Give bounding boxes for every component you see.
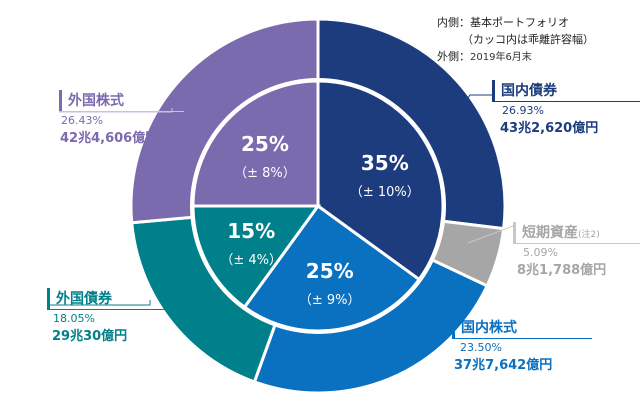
- inner-percent-label: 25%: [306, 259, 354, 283]
- leader-line-2: [399, 333, 452, 336]
- label-percent: 5.09%: [523, 246, 558, 259]
- label-amount: 43兆2,620億円: [500, 121, 599, 136]
- inner-percent-label: 15%: [227, 219, 275, 243]
- label-percent: 23.50%: [460, 341, 502, 354]
- inner-range-label: （± 4%）: [220, 253, 282, 268]
- label-domestic-bonds: 国内債券 26.93% 43兆2,620億円: [492, 80, 640, 136]
- label-domestic-stocks: 国内株式 23.50% 37兆7,642億円: [452, 317, 592, 373]
- note-range: （カッコ内は乖離許容幅）: [462, 33, 594, 46]
- inner-slice-0: [316, 79, 445, 282]
- label-note: (注2): [578, 230, 600, 240]
- inner-range-label: （± 8%）: [234, 166, 296, 181]
- leader-line-0: [457, 94, 492, 113]
- note-outer-prefix: 外側：: [437, 50, 470, 63]
- inner-slice-2: [191, 204, 321, 310]
- leader-line-3: [47, 300, 151, 306]
- label-percent: 18.05%: [53, 312, 95, 325]
- label-amount: 8兆1,788億円: [517, 263, 607, 278]
- inner-percent-label: 35%: [361, 151, 409, 175]
- leader-line-1: [467, 225, 514, 244]
- label-short-term: 短期資産(注2) 5.09% 8兆1,788億円: [513, 222, 640, 278]
- note-inner: 内側：基本ポートフォリオ: [437, 16, 569, 29]
- inner-range-label: （± 10%）: [350, 185, 420, 200]
- inner-slice-1: [242, 203, 422, 333]
- leader-line-4: [59, 108, 173, 113]
- label-name: 国内株式: [452, 317, 592, 338]
- label-name: 外国債券: [47, 288, 197, 309]
- label-foreign-bonds: 外国債券 18.05% 29兆30億円: [47, 288, 197, 344]
- label-amount: 37兆7,642億円: [454, 358, 553, 373]
- label-amount: 29兆30億円: [52, 329, 128, 344]
- note-outer: 外側：2019年6月末: [437, 48, 532, 66]
- label-name: 国内債券: [492, 80, 640, 101]
- label-name: 短期資産: [522, 225, 578, 241]
- inner-slice-3: [191, 79, 320, 208]
- label-foreign-stocks: 外国株式 26.43% 42兆4,606億円: [59, 90, 184, 146]
- label-name: 外国株式: [59, 90, 184, 111]
- inner-range-label: （± 9%）: [299, 293, 361, 308]
- label-amount: 42兆4,606億円: [60, 131, 159, 146]
- label-percent: 26.43%: [61, 114, 103, 127]
- inner-percent-label: 25%: [241, 132, 289, 156]
- label-percent: 26.93%: [502, 104, 544, 117]
- note-outer-date: 2019年6月末: [470, 52, 532, 63]
